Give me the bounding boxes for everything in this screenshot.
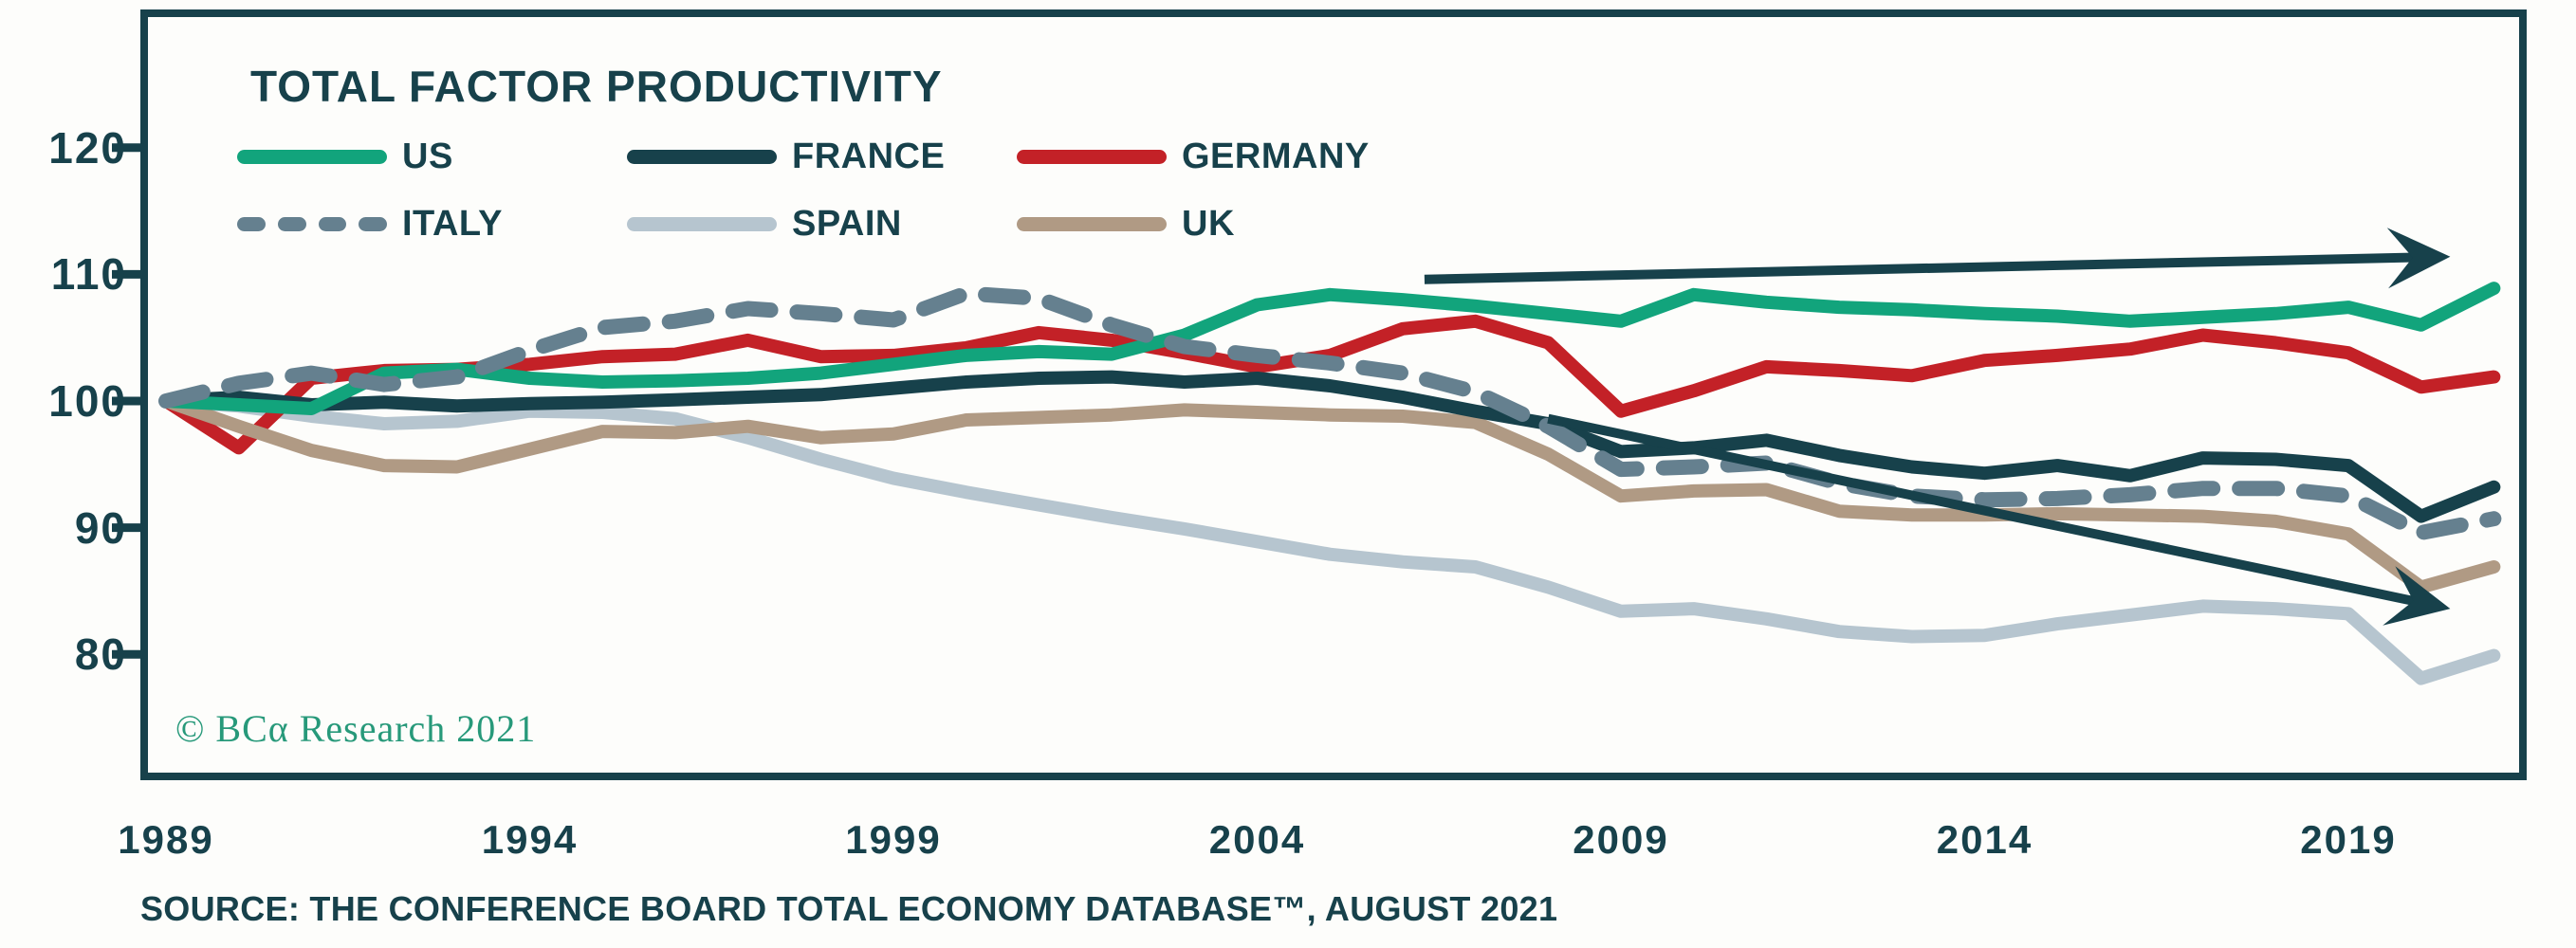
x-axis-label: 2009 [1573,817,1669,862]
legend-label-france: FRANCE [792,136,946,176]
series-line-spain [159,394,2501,685]
series-line-italy [158,285,2502,540]
x-axis-label: 2019 [2300,817,2397,862]
watermark: © BCα Research 2021 [175,707,537,750]
x-axis-label: 2004 [1208,817,1306,862]
legend-label-italy: ITALY [402,203,503,244]
legend-swatch-france-icon [627,149,777,164]
x-axis-label: 1999 [845,817,942,862]
source-note: SOURCE: THE CONFERENCE BOARD TOTAL ECONO… [140,889,1558,928]
x-axis-label: 2014 [1936,817,2033,862]
legend-item-spain: SPAIN [627,203,902,245]
y-axis-label: 100 [48,376,127,426]
series-line-us [159,282,2501,415]
legend-swatch-uk-icon [1017,216,1167,231]
y-axis-label: 120 [48,122,127,173]
legend-label-us: US [402,136,453,176]
legend-item-germany: GERMANY [1017,136,1370,177]
uptrend-arrow-head [2386,228,2451,289]
legend-swatch-italy-icon [237,216,387,231]
y-axis-label: 90 [74,502,127,553]
legend-item-france: FRANCE [627,136,945,177]
x-axis-label: 1989 [118,817,214,862]
downtrend-arrow-shaft [1547,413,2418,607]
legend-swatch-germany-icon [1017,149,1167,164]
legend-swatch-spain-icon [627,216,777,231]
series-line-uk [159,394,2501,594]
uptrend-arrow-shaft [1424,252,2417,284]
legend-item-uk: UK [1017,203,1235,245]
legend-item-italy: ITALY [237,203,503,245]
legend-label-germany: GERMANY [1182,136,1370,176]
legend-label-uk: UK [1182,203,1235,244]
x-axis-label: 1994 [481,817,579,862]
chart-title: TOTAL FACTOR PRODUCTIVITY [250,62,943,111]
downtrend-arrow-head [2383,566,2451,626]
y-axis-label: 80 [74,629,127,680]
legend-swatch-us-icon [237,149,387,164]
y-axis-label: 110 [50,249,127,300]
legend-item-us: US [237,136,453,177]
series-line-france [159,370,2501,523]
legend-label-spain: SPAIN [792,203,902,244]
plot-border [140,9,2527,780]
